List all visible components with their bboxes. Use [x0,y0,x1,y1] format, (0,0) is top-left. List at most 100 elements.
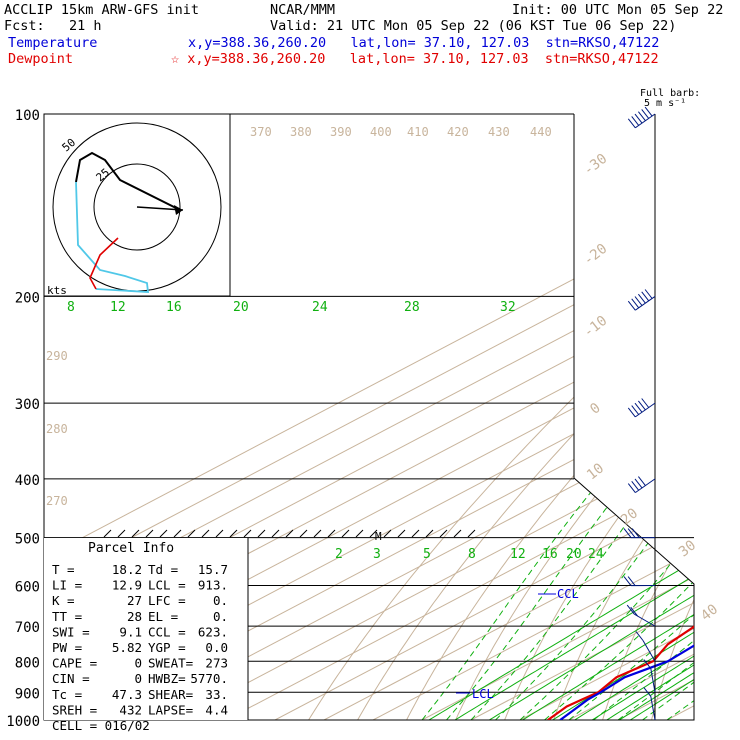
parcel-row-label: SWEAT= [148,656,193,671]
hatch-mark [411,529,420,538]
parcel-row-value: 0. [213,609,228,624]
wind-barb [643,659,656,693]
wind-barb-flag [623,528,632,538]
pressure-label: 400 [15,473,40,489]
hatch-mark [341,529,350,538]
mixing-ratio-line [591,295,694,720]
parcel-row-value: 273 [205,656,228,671]
mixing-ratio-label: 32 [500,300,516,315]
hatch-mark [159,529,168,538]
hatch-mark [299,529,308,538]
mixing-ratio-label: 20 [233,300,249,315]
mixing-ratio-line [574,295,694,720]
pressure-label: 300 [15,397,40,413]
dewpoint-profile [547,114,694,720]
mixing-ratio-line [522,295,694,720]
hatch-mark [117,529,126,538]
dewpoint-location: ☆ x,y=388.36,260.20 lat,lon= 37.10, 127.… [171,51,659,67]
dewpoint-legend: Dewpoint [8,51,74,67]
wind-barb [623,528,656,539]
theta-label: 410 [407,125,429,139]
temperature-tick-label: 0 [587,400,603,418]
hatch-mark [313,529,322,538]
parcel-row-label: CIN = [52,671,90,686]
dry-adiabat [308,114,694,720]
mixing-ratio-label: 28 [404,300,420,315]
mixing-ratio-label: 8 [468,547,476,562]
hatch-mark [201,529,210,538]
wind-barb-flag [631,298,640,309]
wind-barb [627,289,656,311]
moist-adiabat [617,296,694,720]
pressure-label: 700 [15,620,40,636]
pressure-label: 800 [15,655,40,671]
wind-barb-flag [626,604,635,615]
parcel-row-value: 15.7 [198,562,228,577]
hatch-mark [145,529,154,538]
hatch-mark [215,529,224,538]
wind-barb [626,604,656,627]
theta-label: 370 [250,125,272,139]
hatch-mark [103,529,112,538]
dry-adiabat [455,114,694,720]
mixing-ratio-label: 24 [312,300,328,315]
parcel-row-value: 0 [134,671,142,686]
temperature-tick-label: 30 [676,537,699,560]
parcel-row-value: 18.2 [112,562,142,577]
mixing-ratio-line [606,295,694,720]
wind-barb-flag [627,528,636,538]
wind-barb [623,576,656,587]
mixing-ratio-label: 8 [67,300,75,315]
hatch-mark [355,529,364,538]
dry-adiabat [651,114,694,720]
wind-barb-flag [631,480,640,491]
parcel-row-value: 28 [127,609,142,624]
wind-barb-flag [631,116,640,126]
isotherm-line [421,114,694,720]
mixing-ratio-line [488,295,694,720]
hatch-mark [327,529,336,538]
hatch-mark [425,529,434,538]
parcel-row-label: SWI = [52,624,90,639]
mixing-ratio-label: 3 [373,547,381,562]
temperature-legend: Temperature [8,35,98,51]
wind-barb-flag [634,296,643,306]
parcel-row-label: Tc = [52,687,82,702]
wind-barb-staff [650,696,656,721]
mixing-ratio-line [629,295,694,720]
isotherm-line [127,114,694,720]
wind-barb-flag [627,118,636,129]
dry-adiabat [504,114,694,720]
hatch-mark [243,529,252,538]
wind-barb-flag [634,113,643,124]
hodograph-traces [75,151,184,293]
hatch-mark [439,529,448,538]
parcel-row-value: 4.4 [205,702,228,717]
parcel-row-label: LI = [52,578,82,593]
wind-barb-flag [634,478,643,489]
parcel-row-value: 0 [134,656,142,671]
wind-barb [627,476,656,494]
hatch-mark [383,529,392,538]
hatch-mark [271,529,280,538]
parcel-row-value: 0. [213,593,228,608]
wind-barb-staff [650,668,656,693]
wind-barb-flag [623,576,632,586]
hodograph-unit: kts [47,284,67,297]
parcel-row-value: 47.3 [112,687,142,702]
mixing-ratio-label: 2 [335,547,343,562]
wind-barb-flag [631,405,640,415]
hatch-mark [131,529,140,538]
parcel-row-label: EL = [148,609,178,624]
parcel-row-label: CAPE = [52,656,97,671]
hodograph-box [43,113,231,297]
theta-label: 380 [290,125,312,139]
barb-note: 5 m s⁻¹ [644,98,686,109]
moist-adiabat [519,296,694,720]
hodograph-upper-trace [75,151,181,211]
pressure-label: 500 [15,532,40,548]
mixing-ratio-label: 16 [542,547,558,562]
wind-barb-flag [638,400,646,411]
parcel-title: Parcel Info [88,541,174,556]
init-time: Init: 00 UTC Mon 05 Sep 22 [512,2,724,18]
